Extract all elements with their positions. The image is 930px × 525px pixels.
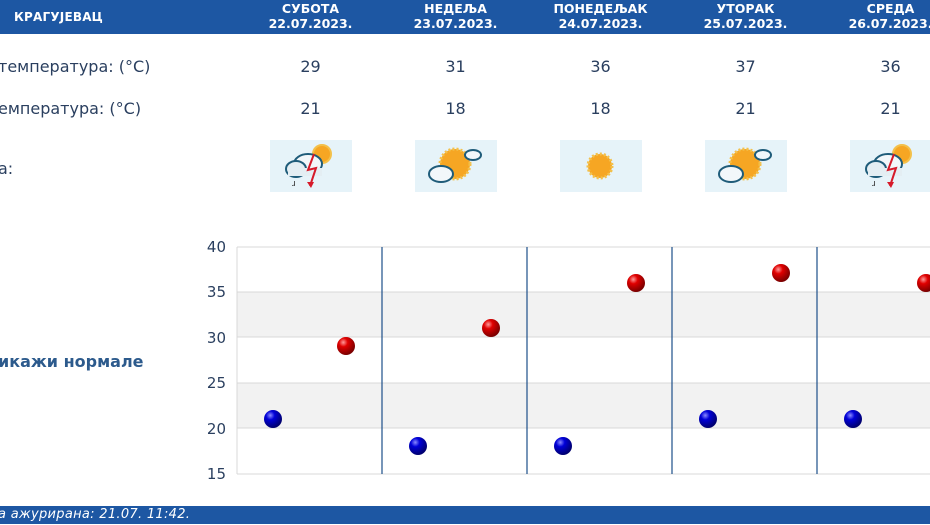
day-header-1: СУБОТА 22.07.2023. (238, 1, 383, 31)
day-name: СРЕДА (866, 1, 915, 16)
thunderstorm-icon: ɹ (270, 140, 352, 192)
y-tick: 20 (206, 420, 226, 438)
min-temp-label: емпература: (°C) (0, 99, 142, 118)
min-temp-point (844, 410, 862, 428)
thunderstorm-icon: ɹ (850, 140, 930, 192)
city-name: КРАГУЈЕВАЦ (14, 10, 104, 24)
max-temp-point (772, 264, 790, 282)
forecast-header: КРАГУЈЕВАЦ СУБОТА 22.07.2023. НЕДЕЉА 23.… (0, 0, 930, 34)
sunny-icon (560, 140, 642, 192)
day-name: ПОНЕДЕЉАК (553, 1, 648, 16)
temperature-chart: 40 35 30 25 20 15 (0, 230, 930, 490)
max-temp-point (627, 274, 645, 292)
day-name: СУБОТА (281, 1, 340, 16)
y-tick: 35 (206, 283, 226, 301)
min-temp-point (699, 410, 717, 428)
day-date: 26.07.2023. (848, 16, 930, 31)
day-name: НЕДЕЉА (424, 1, 487, 16)
chart-plot (236, 246, 930, 475)
max-temp-value: 37 (735, 57, 756, 76)
min-temp-value: 21 (300, 99, 321, 118)
max-temp-value: 36 (880, 57, 901, 76)
max-temp-point (917, 274, 930, 292)
y-tick: 15 (206, 465, 226, 483)
max-temp-point (482, 319, 500, 337)
day-name: УТОРАК (716, 1, 775, 16)
update-footer: а ажурирана: 21.07. 11:42. (0, 506, 930, 524)
min-temp-value: 18 (445, 99, 466, 118)
max-temp-value: 31 (445, 57, 466, 76)
last-updated-text: а ажурирана: 21.07. 11:42. (0, 507, 191, 522)
min-temp-point (554, 437, 572, 455)
max-temp-label: температура: (°C) (0, 57, 151, 76)
max-temp-value: 36 (590, 57, 611, 76)
svg-text:ɹ: ɹ (292, 179, 296, 189)
partly-sunny-icon (705, 140, 787, 192)
max-temp-value: 29 (300, 57, 321, 76)
day-header-5: СРЕДА 26.07.2023. (818, 1, 930, 31)
y-tick: 25 (206, 374, 226, 392)
day-header-2: НЕДЕЉА 23.07.2023. (383, 1, 528, 31)
min-temp-point (409, 437, 427, 455)
min-temp-value: 18 (590, 99, 611, 118)
day-date: 24.07.2023. (558, 16, 643, 31)
min-temp-point (264, 410, 282, 428)
day-header-4: УТОРАК 25.07.2023. (673, 1, 818, 31)
y-tick: 40 (206, 238, 226, 256)
min-temp-value: 21 (735, 99, 756, 118)
day-date: 23.07.2023. (413, 16, 498, 31)
day-date: 25.07.2023. (703, 16, 788, 31)
max-temp-point (337, 337, 355, 355)
day-date: 22.07.2023. (268, 16, 353, 31)
partly-sunny-icon (415, 140, 497, 192)
show-normals-link[interactable]: икажи нормале (0, 352, 144, 371)
y-tick: 30 (206, 329, 226, 347)
weather-label: а: (0, 159, 14, 178)
min-temp-value: 21 (880, 99, 901, 118)
day-header-3: ПОНЕДЕЉАК 24.07.2023. (528, 1, 673, 31)
svg-text:ɹ: ɹ (872, 179, 876, 189)
